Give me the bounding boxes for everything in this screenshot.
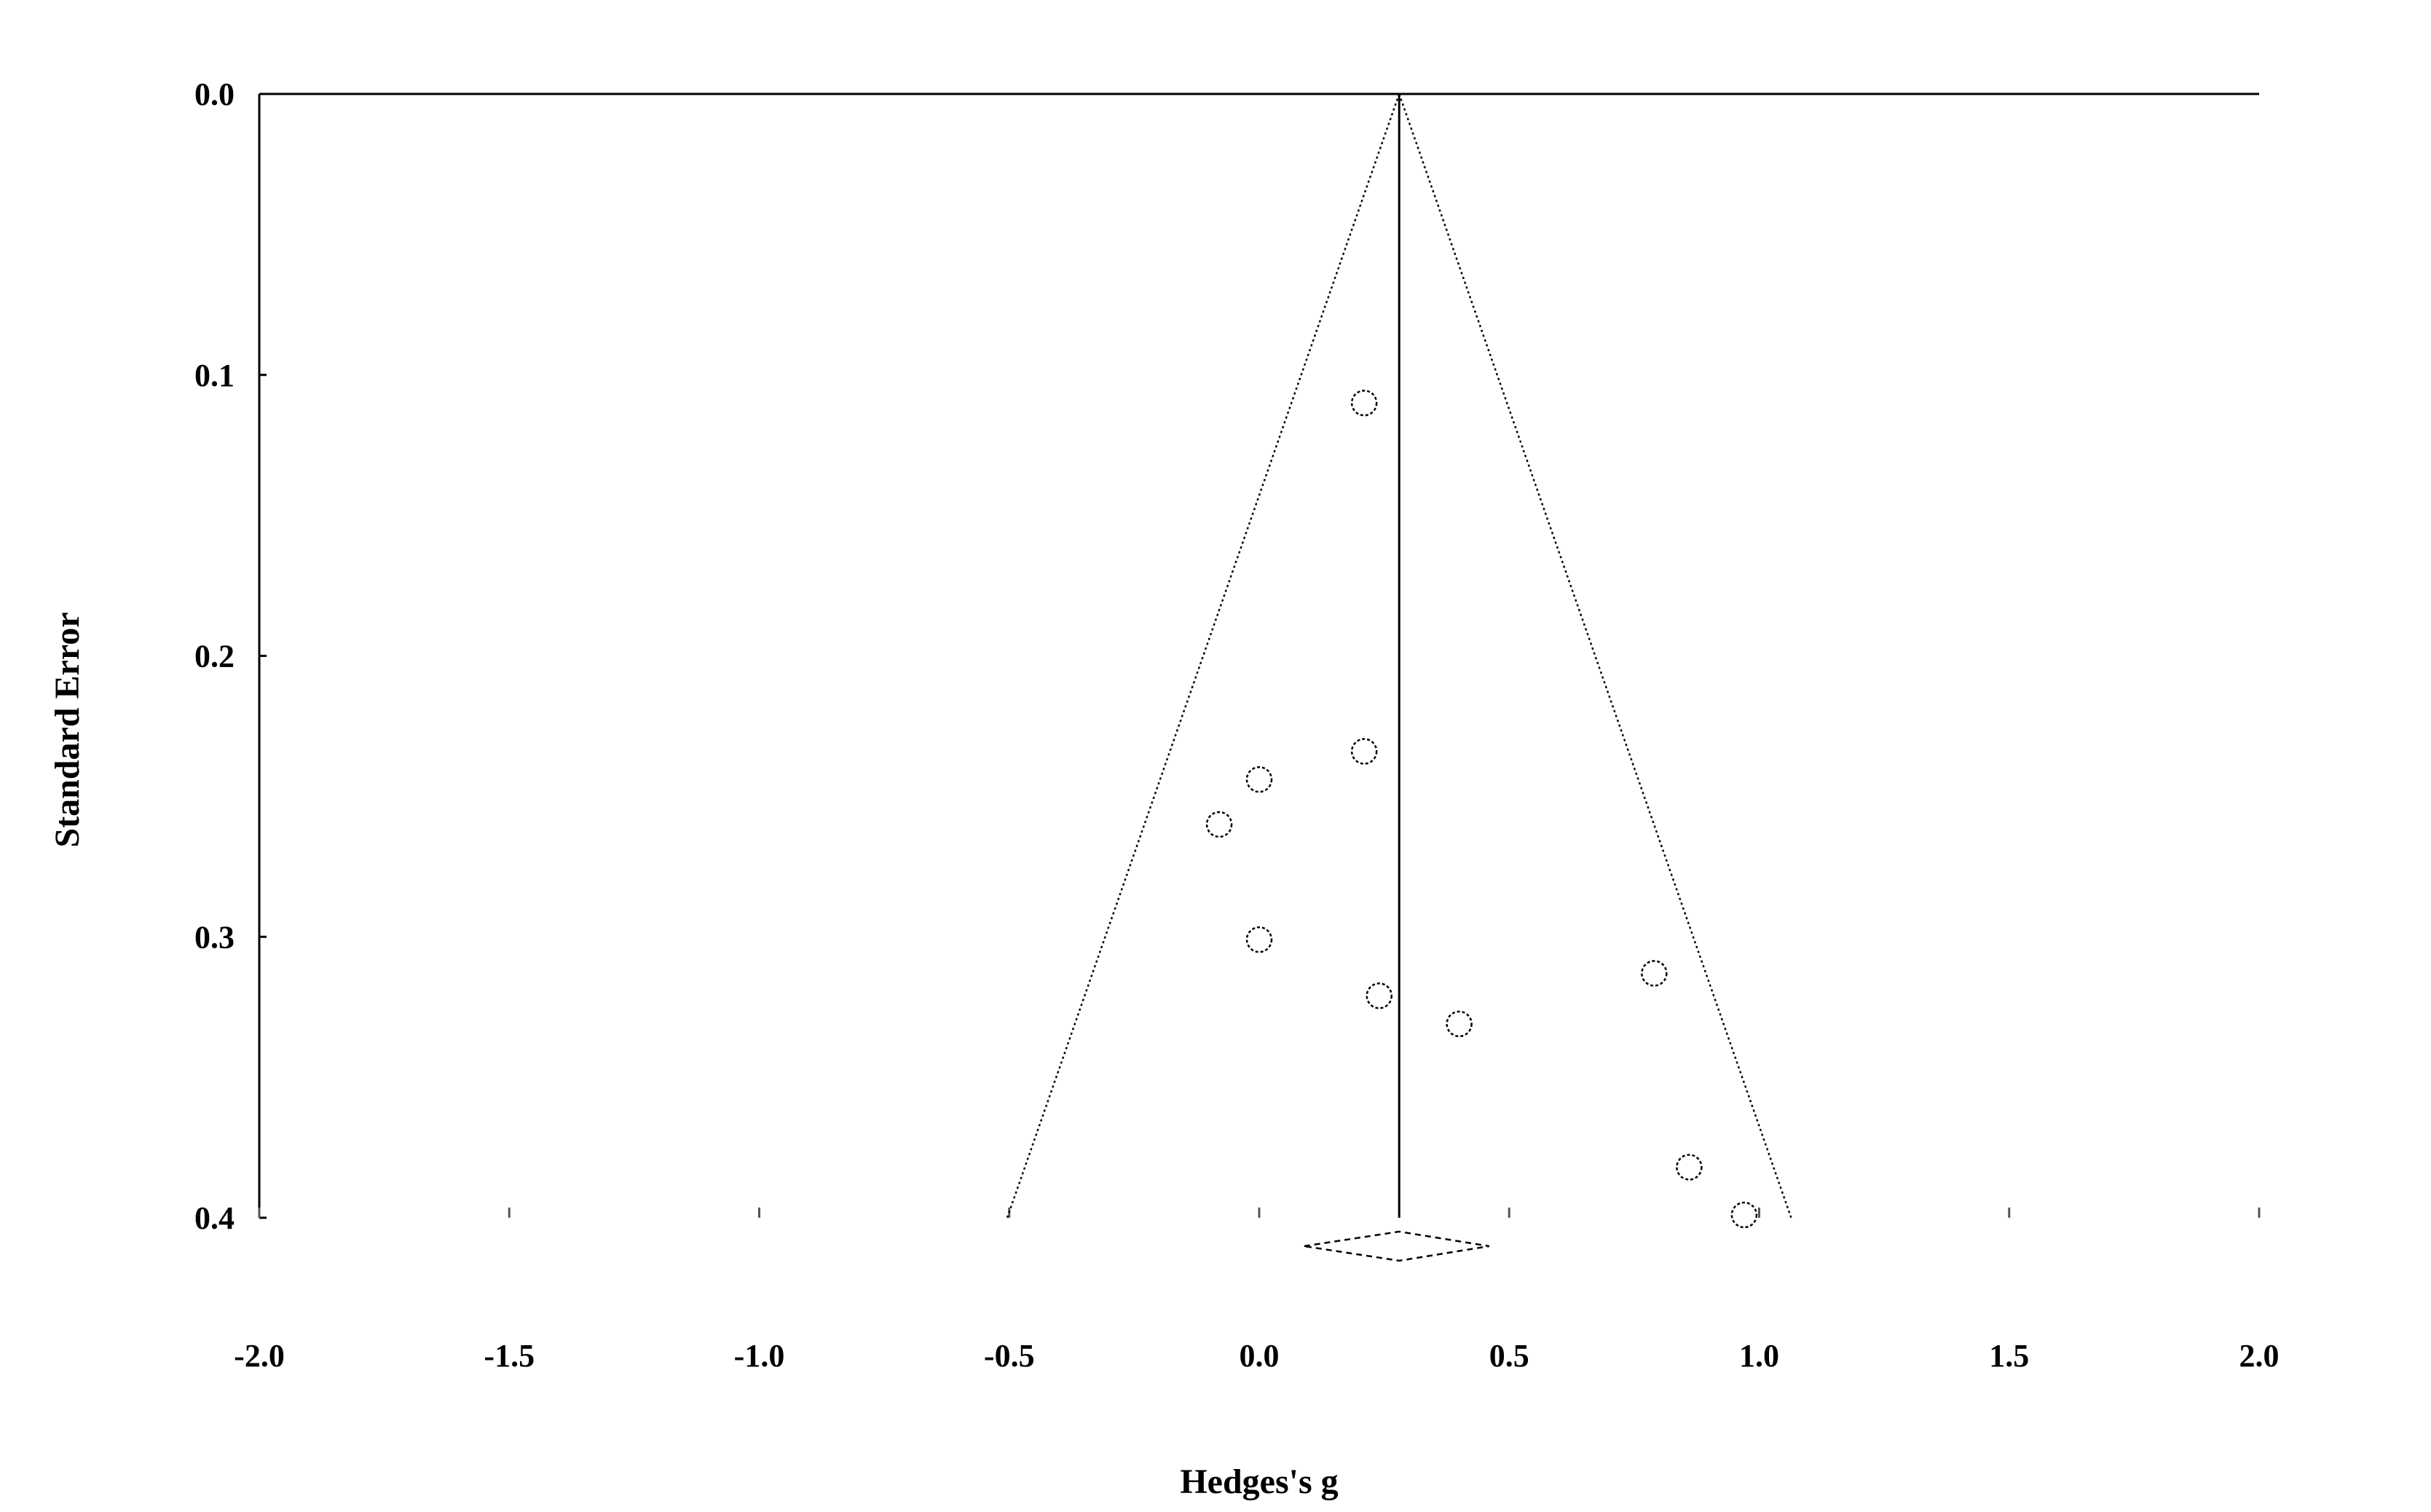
x-tick-label: 1.5 — [1989, 1338, 2029, 1374]
x-tick-label: -2.0 — [234, 1338, 285, 1374]
y-axis-title: Standard Error — [48, 612, 87, 847]
data-point — [1366, 983, 1393, 1009]
data-point — [1676, 1154, 1703, 1181]
x-tick-label: 1.0 — [1739, 1338, 1779, 1374]
funnel-region — [1006, 93, 1792, 1262]
data-point — [1350, 738, 1378, 765]
x-axis-title: Hedges's g — [1180, 1462, 1338, 1501]
data-point — [1245, 765, 1273, 793]
x-tick-label: -0.5 — [984, 1338, 1035, 1374]
x-tick-label: 2.0 — [2239, 1338, 2280, 1374]
data-points — [1205, 390, 1758, 1229]
x-tick-label: 0.5 — [1489, 1338, 1529, 1374]
y-tick-label: 0.3 — [194, 919, 235, 955]
funnel-right-limit — [1398, 93, 1792, 1218]
axes — [258, 92, 2261, 1219]
data-point — [1730, 1201, 1758, 1229]
funnel-left-limit — [1006, 93, 1400, 1218]
x-tick-label: -1.5 — [484, 1338, 535, 1374]
data-point — [1205, 811, 1233, 838]
data-point — [1350, 390, 1378, 417]
y-tick-label: 0.0 — [194, 76, 235, 112]
y-tick-label: 0.4 — [194, 1200, 235, 1236]
data-point — [1641, 960, 1668, 987]
data-point — [1245, 926, 1273, 953]
tick-labels: 0.0 0.1 0.2 0.3 0.4 -2.0 -1.5 -1.0 -0.5 0.0 0.5 1.0… — [194, 76, 2280, 1374]
x-tick-label: 0.0 — [1240, 1338, 1280, 1374]
data-point — [1446, 1010, 1473, 1038]
x-tick-label: -1.0 — [734, 1338, 785, 1374]
y-tick-label: 0.2 — [194, 639, 235, 674]
y-tick-label: 0.1 — [194, 358, 235, 393]
pooled-effect-diamond — [1304, 1230, 1489, 1262]
